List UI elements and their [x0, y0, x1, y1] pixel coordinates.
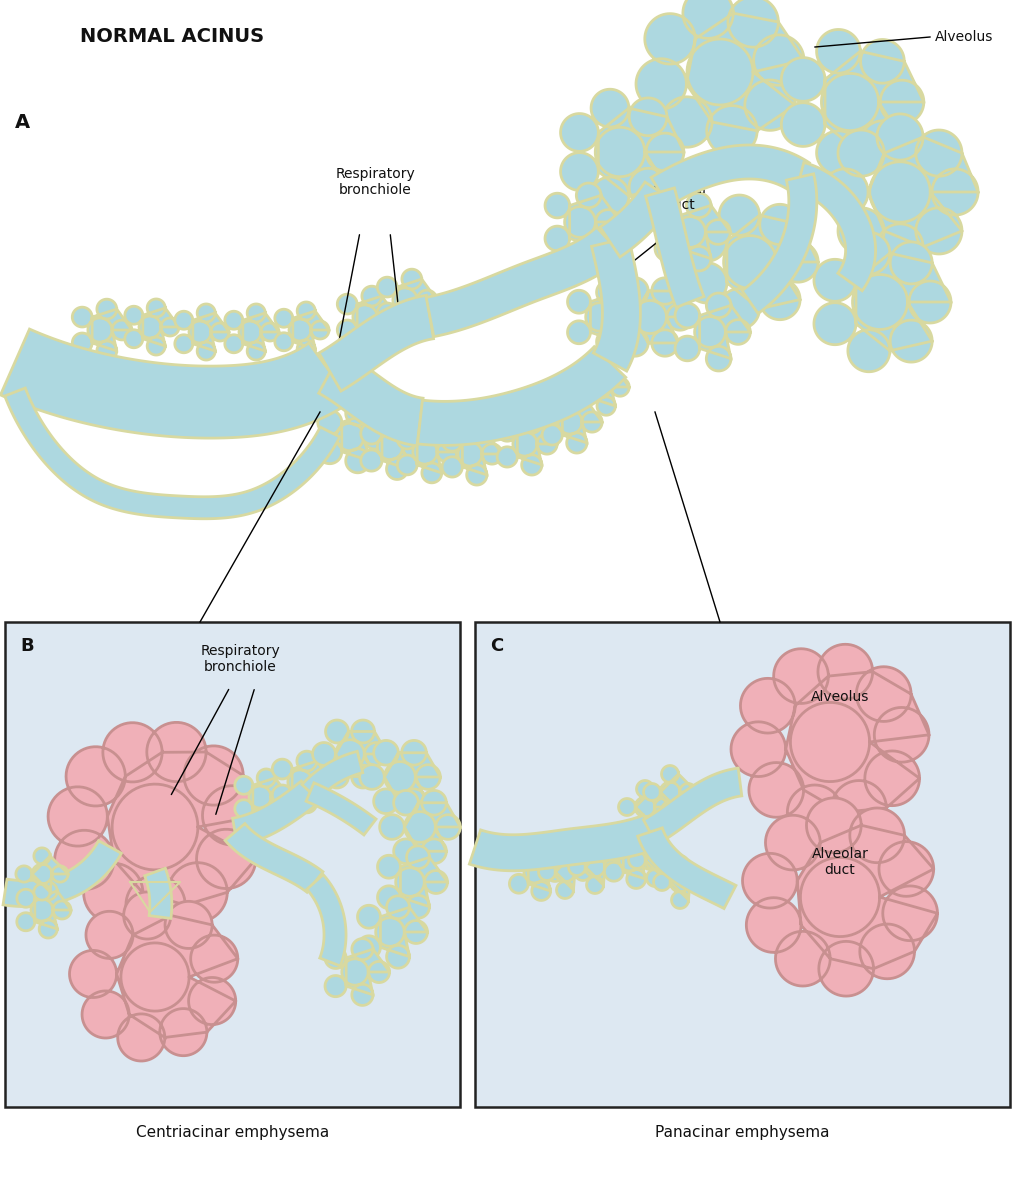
- Text: Respiratory
bronchiole: Respiratory bronchiole: [200, 644, 280, 674]
- Polygon shape: [361, 415, 423, 480]
- Polygon shape: [337, 286, 397, 348]
- Polygon shape: [5, 388, 339, 519]
- Polygon shape: [235, 769, 289, 825]
- Polygon shape: [539, 845, 592, 898]
- Polygon shape: [443, 423, 502, 485]
- Polygon shape: [561, 89, 684, 215]
- Polygon shape: [377, 846, 448, 918]
- Polygon shape: [0, 329, 352, 439]
- Text: Alveolus: Alveolus: [810, 690, 869, 704]
- Polygon shape: [742, 174, 817, 313]
- Polygon shape: [73, 299, 132, 361]
- Text: Alveolar
duct: Alveolar duct: [652, 182, 708, 212]
- Polygon shape: [175, 304, 229, 361]
- Polygon shape: [418, 346, 625, 446]
- Polygon shape: [360, 740, 440, 813]
- Polygon shape: [469, 816, 656, 871]
- Polygon shape: [225, 824, 323, 892]
- Polygon shape: [796, 162, 876, 291]
- Polygon shape: [600, 182, 675, 256]
- Text: Alveolus: Alveolus: [935, 30, 993, 44]
- Polygon shape: [325, 939, 389, 1006]
- Polygon shape: [306, 782, 376, 834]
- Polygon shape: [380, 791, 460, 864]
- Polygon shape: [618, 780, 671, 833]
- Polygon shape: [319, 351, 423, 446]
- Text: Centriacinar emphysema: Centriacinar emphysema: [136, 1125, 329, 1139]
- Polygon shape: [782, 30, 924, 175]
- Polygon shape: [377, 269, 436, 331]
- Polygon shape: [653, 856, 706, 909]
- Polygon shape: [272, 752, 332, 813]
- Polygon shape: [567, 281, 638, 353]
- Polygon shape: [814, 232, 951, 372]
- Text: B: B: [20, 637, 34, 655]
- Polygon shape: [629, 833, 682, 886]
- Polygon shape: [426, 227, 623, 337]
- Polygon shape: [16, 882, 71, 939]
- Polygon shape: [644, 766, 696, 818]
- Polygon shape: [358, 896, 427, 968]
- Text: A: A: [15, 112, 30, 131]
- Polygon shape: [145, 869, 172, 918]
- Text: NORMAL ACINUS: NORMAL ACINUS: [80, 27, 264, 46]
- Polygon shape: [398, 421, 457, 482]
- Polygon shape: [731, 644, 929, 839]
- Polygon shape: [568, 840, 621, 894]
- Polygon shape: [574, 359, 630, 415]
- Polygon shape: [644, 768, 742, 844]
- Polygon shape: [301, 752, 363, 799]
- FancyBboxPatch shape: [475, 622, 1010, 1108]
- Polygon shape: [125, 299, 179, 355]
- Text: Panacinar emphysema: Panacinar emphysema: [655, 1125, 830, 1139]
- Polygon shape: [604, 832, 659, 889]
- Polygon shape: [675, 293, 750, 371]
- Polygon shape: [233, 781, 319, 846]
- Polygon shape: [545, 183, 620, 261]
- Polygon shape: [542, 391, 602, 453]
- Polygon shape: [319, 296, 433, 391]
- Polygon shape: [636, 0, 804, 156]
- Polygon shape: [743, 798, 937, 996]
- Polygon shape: [3, 840, 122, 907]
- Polygon shape: [48, 722, 262, 935]
- Polygon shape: [646, 188, 704, 307]
- Polygon shape: [509, 844, 564, 901]
- FancyBboxPatch shape: [5, 622, 460, 1108]
- Polygon shape: [69, 892, 238, 1061]
- Polygon shape: [225, 304, 279, 361]
- Polygon shape: [313, 720, 387, 788]
- Polygon shape: [318, 401, 387, 473]
- Polygon shape: [822, 113, 978, 271]
- Polygon shape: [607, 278, 693, 356]
- Text: Alveolar
duct: Alveolar duct: [811, 846, 869, 877]
- Polygon shape: [592, 238, 641, 371]
- Polygon shape: [307, 875, 346, 966]
- Text: C: C: [490, 637, 503, 655]
- Polygon shape: [655, 193, 731, 271]
- Polygon shape: [638, 827, 736, 909]
- Text: Respiratory
bronchiole: Respiratory bronchiole: [335, 167, 415, 197]
- Polygon shape: [497, 413, 557, 475]
- Polygon shape: [687, 195, 819, 329]
- Polygon shape: [651, 145, 809, 207]
- Polygon shape: [275, 301, 329, 358]
- Polygon shape: [16, 847, 68, 901]
